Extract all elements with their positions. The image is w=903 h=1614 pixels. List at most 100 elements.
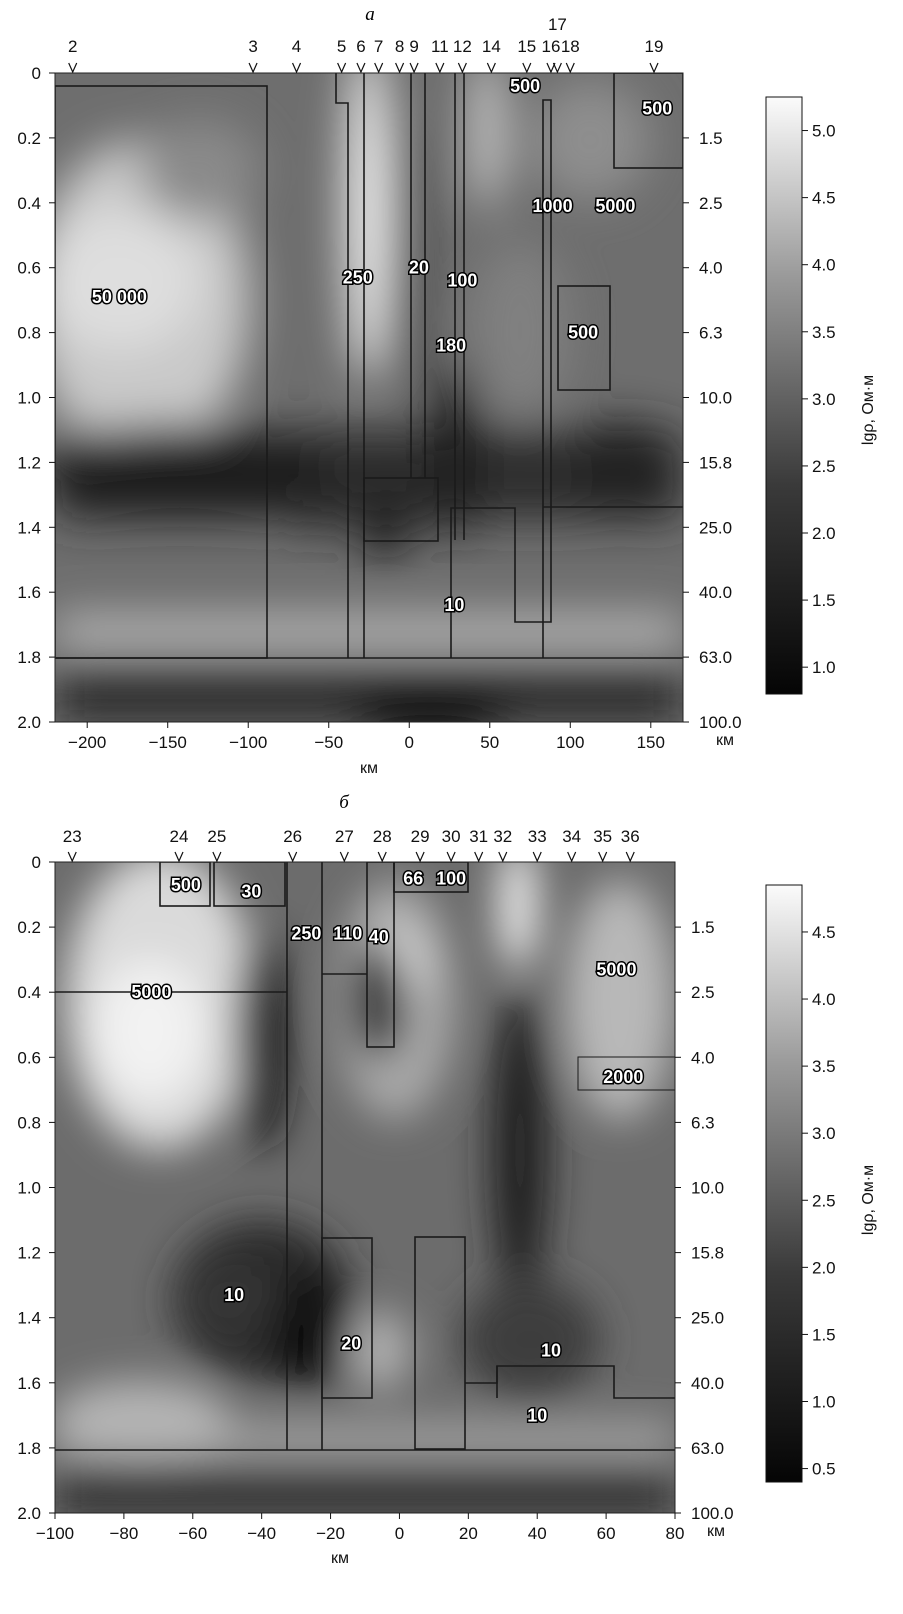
colorbar-tick-label: 3.5 [812, 1057, 836, 1076]
panel-b-distance-axis: −100 −80 −60 −40 −20 0 20 40 60 80 [36, 1513, 685, 1543]
y-tick-label: 0.6 [17, 259, 41, 278]
right-tick-label: 100.0 [699, 713, 742, 732]
panel-a-colorbar: 5.0 4.5 4.0 3.5 3.0 2.5 2.0 1.5 1.0 lgρ, Ом·м [765, 96, 877, 695]
station-marker [415, 851, 425, 863]
y-tick-label: 0.4 [17, 194, 41, 213]
y-tick-label: 1.2 [17, 1244, 41, 1263]
resistivity-label: 20 [409, 258, 429, 278]
y-tick-label: 1.6 [17, 1374, 41, 1393]
resistivity-label: 500 [642, 99, 672, 119]
station-label: 24 [170, 827, 189, 846]
station-marker [248, 62, 258, 74]
panel-b-colorbar: 4.5 4.0 3.5 3.0 2.5 2.0 1.5 1.0 0.5 lgρ, Ом·м [765, 884, 877, 1483]
panel-a-distance-axis: −200 −150 −100 −50 0 50 100 150 [68, 722, 665, 752]
panel-a-heatmap [55, 73, 683, 722]
station-label: 17 [548, 15, 567, 34]
station-marker [377, 851, 387, 863]
resistivity-label: 1000 [533, 196, 573, 216]
station-label: 11 [431, 37, 449, 56]
resistivity-label: 5000 [595, 196, 635, 216]
station-marker [435, 62, 445, 74]
y-tick-label: 0.8 [17, 324, 41, 343]
panel-b-colorbar-label: lgρ, Ом·м [860, 1165, 877, 1235]
station-marker [457, 62, 467, 74]
station-marker [552, 62, 562, 74]
station-marker [291, 62, 302, 74]
resistivity-label: 5000 [596, 959, 636, 979]
right-tick-label: 4.0 [699, 259, 723, 278]
station-marker [395, 62, 405, 74]
x-tick-label: 80 [666, 1524, 685, 1543]
colorbar-tick-label: 1.5 [812, 1325, 836, 1344]
station-label: 4 [292, 37, 301, 56]
colorbar-tick-label: 4.5 [812, 189, 836, 208]
right-tick-label: 25.0 [699, 518, 732, 537]
right-tick-label: 63.0 [699, 648, 732, 667]
right-tick-label: 6.3 [699, 324, 723, 343]
station-label: 3 [248, 37, 257, 56]
station-label: 29 [411, 827, 430, 846]
x-tick-label: −100 [229, 733, 267, 752]
y-tick-label: 1.4 [17, 1309, 41, 1328]
x-tick-label: 0 [405, 733, 414, 752]
x-tick-label: −100 [36, 1524, 74, 1543]
y-tick-label: 1.6 [17, 583, 41, 602]
right-tick-label: 100.0 [691, 1504, 734, 1523]
x-tick-label: −80 [109, 1524, 138, 1543]
y-tick-label: 0 [32, 64, 41, 83]
panel-b: б [17, 792, 877, 1567]
x-tick-label: 100 [556, 733, 584, 752]
resistivity-label: 500 [568, 323, 598, 343]
station-label: 8 [395, 37, 404, 56]
colorbar-tick-label: 2.5 [812, 457, 836, 476]
station-marker [356, 62, 366, 74]
station-marker [67, 851, 77, 863]
right-tick-label: 40.0 [691, 1374, 724, 1393]
right-tick-label: 15.8 [699, 453, 732, 472]
right-tick-label: 1.5 [699, 129, 723, 148]
right-tick-label: 2.5 [691, 983, 715, 1002]
right-tick-label: 25.0 [691, 1309, 724, 1328]
y-tick-label: 0.2 [17, 129, 41, 148]
station-label: 15 [517, 37, 536, 56]
station-label: 26 [283, 827, 302, 846]
resistivity-label: 20 [341, 1334, 361, 1354]
y-tick-label: 0.4 [17, 983, 41, 1002]
x-tick-label: −40 [247, 1524, 276, 1543]
x-tick-label: 40 [528, 1524, 547, 1543]
resistivity-label: 66 [403, 868, 423, 888]
station-label: 36 [621, 827, 640, 846]
y-tick-label: 1.8 [17, 648, 41, 667]
panel-b-stations: 23 24 25 26 27 28 29 30 31 32 33 34 35 36 [63, 827, 640, 863]
station-marker [174, 851, 184, 863]
colorbar-tick-label: 1.0 [812, 1393, 836, 1412]
panel-a-colorbar-label: lgρ, Ом·м [860, 375, 877, 445]
resistivity-label: 250 [343, 267, 373, 287]
right-tick-label: 1.5 [691, 918, 715, 937]
right-tick-label: 10.0 [699, 389, 732, 408]
station-marker [625, 851, 635, 863]
station-label: 5 [337, 37, 346, 56]
x-tick-label: −200 [68, 733, 106, 752]
station-label: 6 [356, 37, 365, 56]
panel-a-right-unit: км [716, 732, 734, 749]
panel-a: а [17, 4, 877, 777]
resistivity-label: 110 [333, 924, 362, 944]
x-tick-label: −20 [316, 1524, 345, 1543]
y-tick-label: 2.0 [17, 1504, 41, 1523]
station-marker [409, 62, 419, 74]
colorbar-tick-label: 2.5 [812, 1191, 836, 1210]
station-label: 35 [593, 827, 612, 846]
x-tick-label: −60 [178, 1524, 207, 1543]
colorbar-tick-label: 0.5 [812, 1460, 836, 1479]
resistivity-label: 10 [444, 595, 464, 615]
station-label: 32 [493, 827, 512, 846]
station-marker [288, 851, 298, 863]
panel-b-period-axis: 1.5 2.5 4.0 6.3 10.0 15.8 25.0 40.0 63.0 100.0 [675, 918, 734, 1523]
resistivity-label: 100 [436, 868, 466, 888]
panel-b-resistivity-labels: 500 30 250 110 40 66 100 5000 5000 2000 10 20 10 10 [130, 867, 645, 1427]
station-label: 19 [645, 37, 664, 56]
station-label: 33 [528, 827, 547, 846]
y-tick-label: 1.8 [17, 1439, 41, 1458]
y-tick-label: 0 [32, 853, 41, 872]
